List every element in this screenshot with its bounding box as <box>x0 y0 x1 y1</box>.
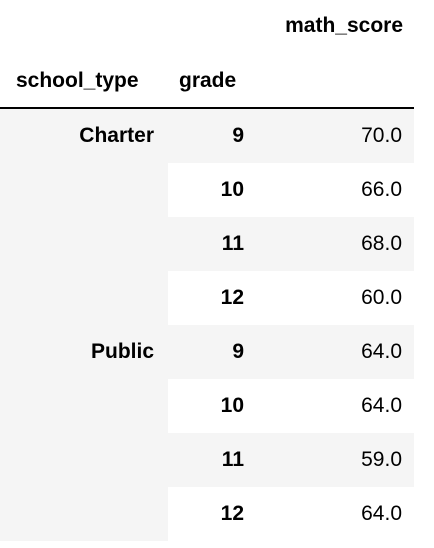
value-cell-math-score: 64.0 <box>361 502 402 525</box>
index-cell-school-type <box>16 433 154 487</box>
index-cell-grade: 12 <box>220 286 244 309</box>
table-row: 11 59.0 <box>0 433 414 487</box>
table-row: 12 64.0 <box>0 487 414 541</box>
header-divider <box>0 107 414 109</box>
row-band <box>168 271 414 325</box>
value-cell-math-score: 60.0 <box>361 286 402 309</box>
group-cell-background <box>0 325 168 541</box>
value-cell-math-score: 66.0 <box>361 178 402 201</box>
index-cell-grade: 11 <box>221 448 244 471</box>
table-row: Charter 9 70.0 <box>0 109 414 163</box>
table-row: 11 68.0 <box>0 217 414 271</box>
index-cell-school-type <box>16 217 154 271</box>
table-row: 12 60.0 <box>0 271 414 325</box>
table-row: Public 9 64.0 <box>0 325 414 379</box>
index-cell-grade: 11 <box>221 232 244 255</box>
index-cell-school-type <box>16 379 154 433</box>
row-band <box>168 325 414 379</box>
index-header-grade: grade <box>179 69 237 92</box>
row-band <box>168 109 414 163</box>
index-cell-school-type: Public <box>90 340 154 363</box>
index-cell-school-type <box>16 487 154 541</box>
value-cell-math-score: 64.0 <box>361 394 402 417</box>
value-cell-math-score: 64.0 <box>361 340 402 363</box>
row-band <box>168 217 414 271</box>
group-cell-background <box>0 109 168 325</box>
value-cell-math-score: 70.0 <box>361 124 402 147</box>
index-cell-school-type: Charter <box>79 124 154 147</box>
column-header-math-score: math_score <box>285 14 403 37</box>
value-cell-math-score: 68.0 <box>361 232 402 255</box>
table-row: 10 64.0 <box>0 379 414 433</box>
row-band <box>168 379 414 433</box>
index-cell-grade: 9 <box>232 124 244 147</box>
index-cell-grade: 9 <box>232 340 244 363</box>
row-band <box>168 433 414 487</box>
value-cell-math-score: 59.0 <box>361 448 402 471</box>
table-row: 10 66.0 <box>0 163 414 217</box>
row-band <box>168 163 414 217</box>
index-cell-grade: 10 <box>220 178 244 201</box>
index-cell-school-type <box>16 163 154 217</box>
index-header-school-type: school_type <box>16 69 139 92</box>
row-band <box>168 487 414 541</box>
index-cell-school-type <box>16 271 154 325</box>
index-cell-grade: 10 <box>220 394 244 417</box>
index-cell-grade: 12 <box>220 502 244 525</box>
